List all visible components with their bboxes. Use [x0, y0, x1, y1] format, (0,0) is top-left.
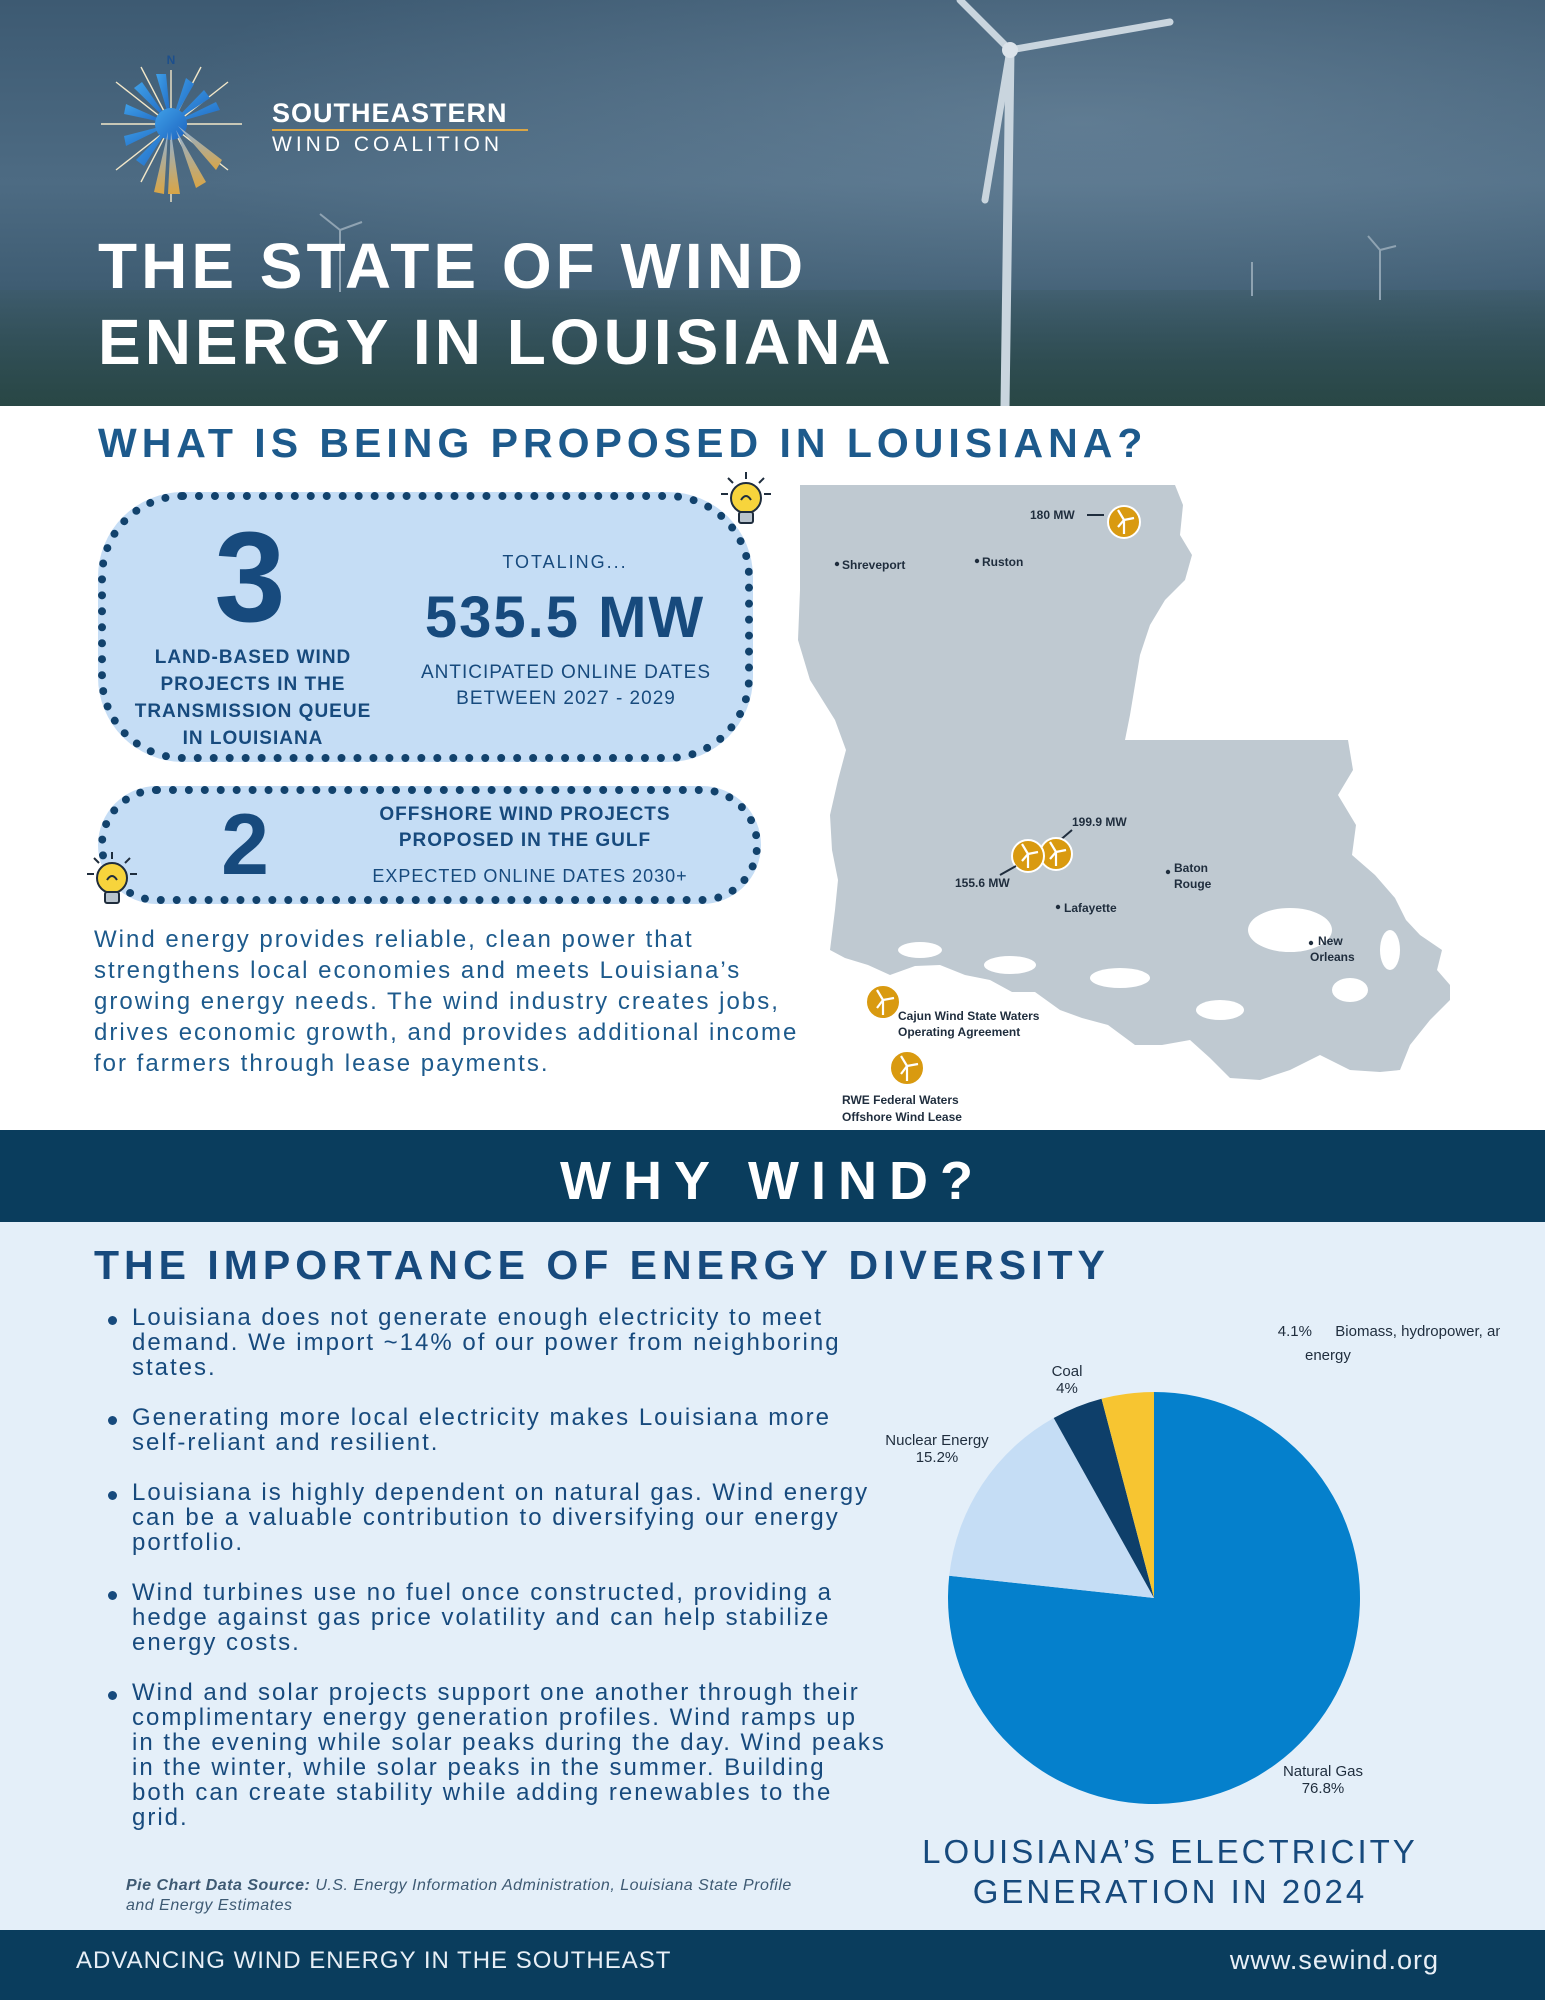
- project-label-cajun-line1: Cajun Wind State Waters: [898, 1009, 1040, 1023]
- slice-label-biomass-name-line1: Biomass, hydropower, and solar: [1335, 1323, 1500, 1340]
- land-project-count: 3: [214, 506, 286, 649]
- project-label-central-b: 155.6 MW: [955, 876, 1010, 890]
- offshore-projects-box: [98, 786, 761, 904]
- project-label-cajun-line2: Operating Agreement: [898, 1025, 1020, 1039]
- bullet-icon: [108, 1491, 117, 1500]
- offshore-online-dates: EXPECTED ONLINE DATES 2030+: [372, 866, 688, 886]
- chart-title: LOUISIANA’S ELECTRICITY GENERATION IN 20…: [922, 1833, 1418, 1910]
- list-item: Louisiana is highly dependent on natural…: [108, 1480, 888, 1555]
- slice-label-coal-name: Coal: [1052, 1363, 1083, 1380]
- pie-slice-nuclear: [949, 1418, 1154, 1598]
- total-megawatts: 535.5 MW: [424, 585, 706, 650]
- source-text: U.S. Energy Information Administration, …: [126, 1877, 792, 1914]
- brand-name: SOUTHEASTERN: [272, 98, 508, 128]
- slice-label-coal-value: 4%: [1056, 1380, 1078, 1397]
- lightbulb-icon: [721, 472, 771, 524]
- why-wind-title: WHY WIND?: [560, 1151, 985, 1211]
- wind-turbine-icon: [1011, 839, 1045, 873]
- pie-slices: [948, 1392, 1360, 1804]
- wind-project-markers: 180 MW 199.9 MW 155.6 MW Cajun Wind Stat…: [842, 505, 1141, 1124]
- city-baton-rouge-line1: Baton: [1174, 861, 1208, 875]
- list-item: Generating more local electricity makes …: [108, 1405, 888, 1455]
- list-item: Louisiana does not generate enough elect…: [108, 1305, 888, 1380]
- project-label-rwe-line2: Offshore Wind Lease: [842, 1110, 962, 1124]
- wind-turbine-icon: [1039, 837, 1073, 871]
- project-label-north: 180 MW: [1030, 508, 1075, 522]
- project-label-rwe-line1: RWE Federal Waters: [842, 1093, 959, 1107]
- large-turbine: [956, 0, 1174, 406]
- city-new-orleans-line1: New: [1318, 934, 1343, 948]
- slice-label-natural-gas-name: Natural Gas: [1283, 1763, 1363, 1780]
- slice-label-biomass-name-line2: energy: [1305, 1347, 1351, 1364]
- footer-tagline: ADVANCING WIND ENERGY IN THE SOUTHEAST: [76, 1947, 672, 1974]
- land-online-dates: ANTICIPATED ONLINE DATES BETWEEN 2027 - …: [420, 662, 712, 709]
- source-label: Pie Chart Data Source:: [126, 1877, 311, 1894]
- city-ruston: Ruston: [982, 555, 1023, 569]
- footer-bar: [0, 1930, 1545, 2000]
- offshore-project-caption: OFFSHORE WIND PROJECTS PROPOSED IN THE G…: [379, 804, 671, 851]
- brand-divider: [272, 129, 528, 131]
- intro-paragraph: Wind energy provides reliable, clean pow…: [94, 926, 799, 1077]
- page-title-line-2: ENERGY IN LOUISIANA: [98, 306, 895, 378]
- bullet-icon: [108, 1416, 117, 1425]
- pie-slice-biomass: [1101, 1392, 1154, 1598]
- offshore-project-count: 2: [221, 797, 269, 893]
- compass-logo-icon: N: [101, 53, 242, 202]
- bullet-icon: [108, 1691, 117, 1700]
- page-title-line-1: THE STATE OF WIND: [98, 230, 808, 302]
- pie-labels: 4.1% Biomass, hydropower, and solar ener…: [885, 1323, 1500, 1797]
- list-item: Wind turbines use no fuel once construct…: [108, 1580, 888, 1655]
- city-baton-rouge-line2: Rouge: [1174, 877, 1212, 891]
- pie-slice-coal: [1053, 1398, 1154, 1598]
- header-horizon: [0, 290, 1545, 406]
- slice-label-nuclear-name: Nuclear Energy: [885, 1432, 989, 1449]
- wind-turbine-icon: [1107, 505, 1141, 539]
- chart-source-note: Pie Chart Data Source: U.S. Energy Infor…: [126, 1876, 806, 1916]
- wind-turbine-icon: [865, 984, 901, 1020]
- wind-turbine-icon: [889, 1050, 925, 1086]
- svg-text:N: N: [167, 53, 176, 67]
- bullet-icon: [108, 1316, 117, 1325]
- list-item: Wind and solar projects support one anot…: [108, 1680, 888, 1830]
- bullet-icon: [108, 1591, 117, 1600]
- header-banner: N SOUTHEASTERN WIND COALITION THE STATE …: [0, 0, 1545, 406]
- project-label-central-a: 199.9 MW: [1072, 815, 1127, 829]
- distant-turbines: [319, 213, 1397, 300]
- slice-label-natural-gas-value: 76.8%: [1302, 1780, 1345, 1797]
- turbine-background-image: [319, 0, 1397, 406]
- energy-diversity-heading: THE IMPORTANCE OF ENERGY DIVERSITY: [94, 1242, 1110, 1288]
- proposed-heading: WHAT IS BEING PROPOSED IN LOUISIANA?: [98, 420, 1148, 466]
- slice-label-nuclear-value: 15.2%: [916, 1449, 959, 1466]
- page-title: THE STATE OF WIND ENERGY IN LOUISIANA: [98, 228, 1198, 380]
- slice-label-biomass-value: 4.1%: [1278, 1323, 1312, 1340]
- website-link[interactable]: www.sewind.org: [1229, 1945, 1439, 1975]
- louisiana-map: Shreveport Ruston Lafayette Baton Rouge …: [798, 485, 1450, 1124]
- city-shreveport: Shreveport: [842, 558, 905, 572]
- land-project-caption: LAND-BASED WIND PROJECTS IN THE TRANSMIS…: [134, 647, 372, 749]
- benefits-list: Louisiana does not generate enough elect…: [108, 1305, 888, 1855]
- brand-subtitle: WIND COALITION: [272, 133, 504, 156]
- lightbulb-icon: [87, 852, 137, 904]
- city-lafayette: Lafayette: [1064, 901, 1117, 915]
- why-wind-band: [0, 1130, 1545, 1222]
- city-new-orleans-line2: Orleans: [1310, 950, 1355, 964]
- electricity-generation-pie-chart: 4.1% Biomass, hydropower, and solar ener…: [885, 1323, 1500, 1804]
- land-projects-box: [98, 492, 753, 762]
- city-markers: Shreveport Ruston Lafayette Baton Rouge …: [834, 555, 1355, 964]
- totaling-label: TOTALING...: [502, 552, 628, 572]
